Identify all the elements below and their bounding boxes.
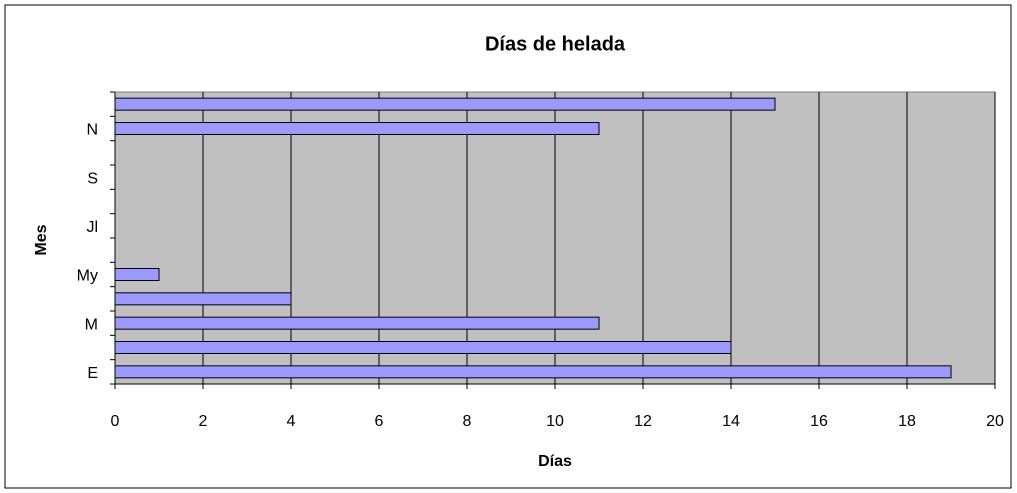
x-tick-label: 18 [898,413,916,430]
bar [114,292,292,306]
bar [114,97,776,111]
x-tick-label: 12 [634,413,652,430]
x-tick-label: 4 [287,413,296,430]
bar [114,268,160,281]
x-tick-label: 0 [111,413,120,430]
bar [114,122,600,135]
y-tick-label: Jl [86,219,98,236]
x-tick-label: 8 [463,413,472,430]
bar [114,316,600,330]
y-tick-label: N [86,122,98,139]
x-tick-label: 2 [199,413,208,430]
y-tick-label: M [85,316,98,333]
x-tick-label: 16 [810,413,828,430]
y-axis-label: Mes [33,224,50,255]
y-tick-label: My [77,268,98,285]
chart-title: Días de helada [485,33,626,55]
bar [114,341,732,354]
x-axis-label: Días [538,453,572,470]
bar [114,365,952,379]
x-tick-label: 10 [546,413,564,430]
y-tick-label: E [87,365,98,382]
x-tick-label: 20 [986,413,1004,430]
x-tick-label: 14 [722,413,740,430]
x-tick-label: 6 [375,413,384,430]
y-tick-label: S [87,170,98,187]
